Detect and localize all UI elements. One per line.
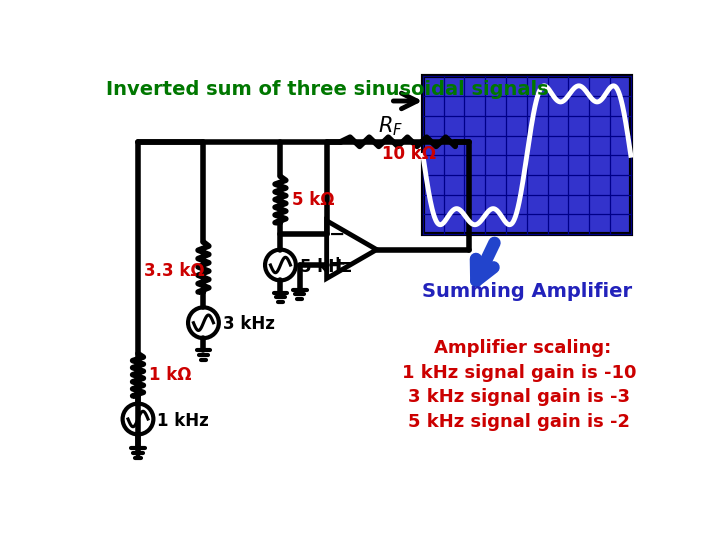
Text: 5 kHz signal gain is -2: 5 kHz signal gain is -2 (408, 413, 630, 431)
Text: 5 kΩ: 5 kΩ (292, 191, 335, 208)
Text: 3.3 kΩ: 3.3 kΩ (144, 262, 204, 280)
Text: 3 kHz signal gain is -3: 3 kHz signal gain is -3 (408, 388, 630, 407)
Text: 5 kHz: 5 kHz (300, 258, 351, 275)
Text: 1 kHz: 1 kHz (157, 411, 209, 429)
Text: +: + (328, 254, 346, 274)
Text: 1 kΩ: 1 kΩ (149, 366, 192, 384)
Text: 10 kΩ: 10 kΩ (382, 145, 436, 163)
Text: 3 kHz: 3 kHz (222, 315, 274, 333)
Text: −: − (329, 225, 346, 244)
Text: Amplifier scaling:: Amplifier scaling: (434, 339, 611, 357)
Text: 1 kHz signal gain is -10: 1 kHz signal gain is -10 (402, 364, 636, 382)
FancyBboxPatch shape (423, 76, 631, 234)
Text: Inverted sum of three sinusoidal signals: Inverted sum of three sinusoidal signals (106, 80, 549, 99)
Text: Summing Amplifier: Summing Amplifier (422, 282, 632, 301)
Text: $R_F$: $R_F$ (377, 114, 402, 138)
